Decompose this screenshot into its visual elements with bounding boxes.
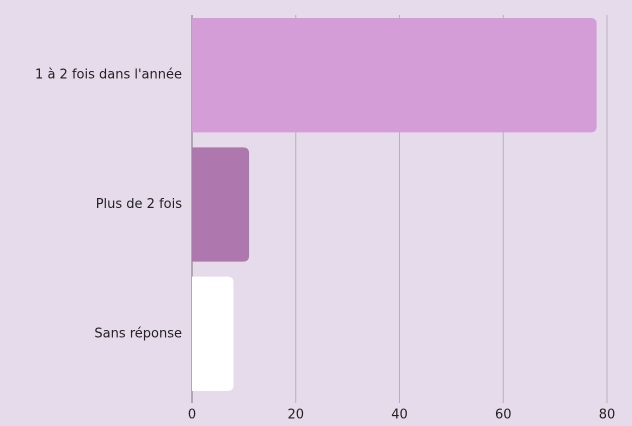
y-tick-label: 1 à 2 fois dans l'année [35,68,182,83]
bar [192,147,250,262]
y-tick-label: Sans réponse [94,326,182,341]
bar [192,276,234,391]
x-tick-label: 60 [495,408,512,423]
x-tick-label: 80 [599,408,616,423]
y-tick-label: Plus de 2 fois [96,197,183,212]
x-tick-label: 0 [188,408,196,423]
x-tick-label: 40 [391,408,408,423]
x-tick-label: 20 [287,408,304,423]
bar [192,18,597,133]
